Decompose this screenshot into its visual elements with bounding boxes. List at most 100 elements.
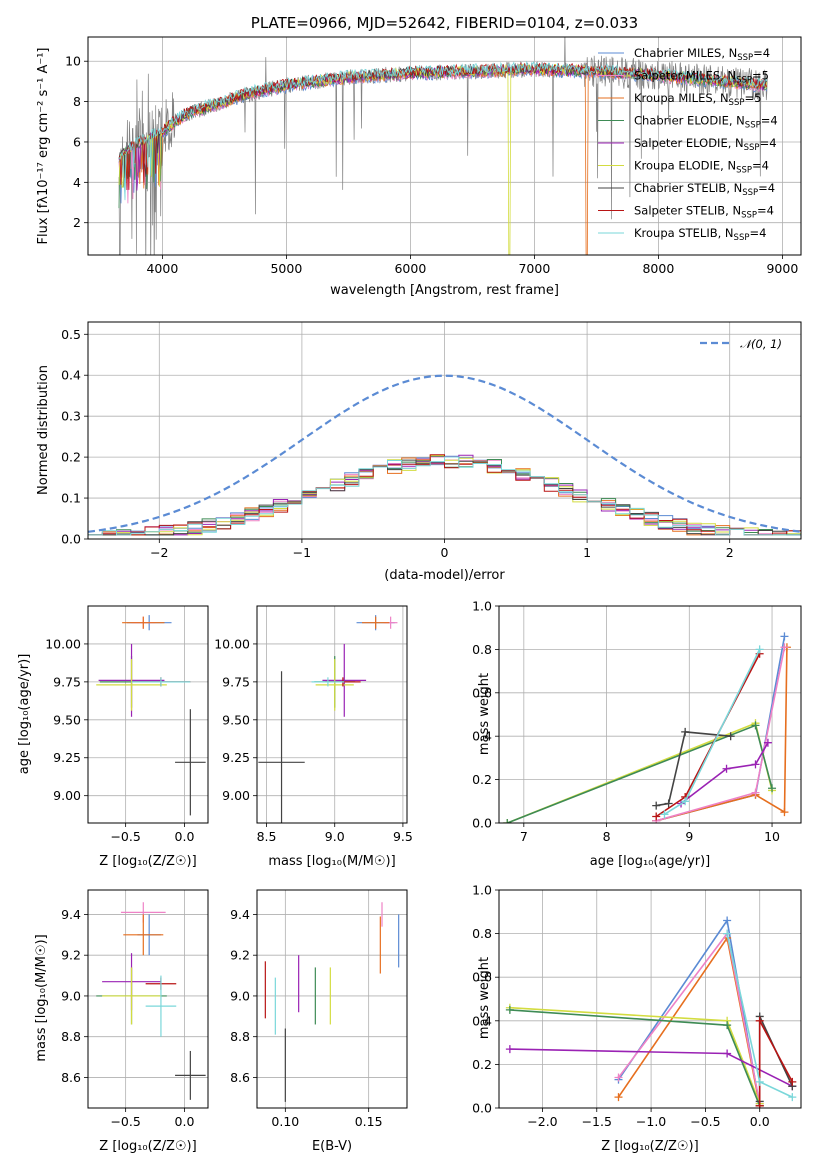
residuals-xtick-label: −1 <box>293 545 311 560</box>
mass-vs-Z-ytick-label: 8.8 <box>61 1029 81 1044</box>
series-marker <box>660 810 669 819</box>
point-kroupa-miles <box>123 914 164 956</box>
series-marker <box>505 1005 514 1014</box>
spectrum-ytick-label: 6 <box>73 134 81 149</box>
weight-vs-Z-xlabel: Z [log₁₀(Z/Z☉)] <box>601 1139 698 1154</box>
normal-reference-curve <box>88 374 801 533</box>
series-marker <box>755 1016 764 1025</box>
spectrum-xlabel: wavelength [Angstrom, rest frame] <box>330 283 559 298</box>
residuals-plot-area <box>88 374 801 536</box>
age-vs-Z-xlabel: Z [log₁₀(Z/Z☉)] <box>99 854 196 869</box>
residuals-ytick-label: 0.2 <box>61 450 81 465</box>
weight-vs-Z-frame <box>498 889 802 1109</box>
age-vs-mass-plot-area <box>258 615 398 823</box>
legend-entry: 𝒩(0, 1) <box>740 337 782 351</box>
age-vs-mass-frame <box>256 605 408 824</box>
hist-kroupa-stelib <box>88 456 801 536</box>
residuals-xtick-label: 2 <box>726 545 734 560</box>
spectrum-xtick-label: 9000 <box>766 261 798 276</box>
age-vs-Z-ytick-label: 10.00 <box>45 636 81 651</box>
series-salpeter-elodie <box>680 742 769 805</box>
spectrum-grid <box>88 37 801 255</box>
series-marker <box>780 643 789 652</box>
mass-vs-Z-xtick-label: 0.0 <box>175 1114 195 1129</box>
series-chabrier-elodie <box>507 724 773 823</box>
spectrum-plot-area <box>118 37 768 255</box>
series-marker <box>763 738 772 747</box>
mass-vs-Z-ylabel: mass [log₁₀(M/M☉)] <box>34 934 49 1061</box>
series-marker <box>780 808 789 817</box>
series-marker <box>780 632 789 641</box>
weight-vs-age-ytick-label: 0.6 <box>472 685 492 700</box>
series-marker <box>751 721 760 730</box>
weight-vs-Z-xtick-label: 0.0 <box>750 1114 770 1129</box>
series-marker <box>788 1093 797 1102</box>
series-marker <box>723 916 732 925</box>
legend-entry: Chabrier STELIB, NSSP=4 <box>634 181 775 198</box>
weight-vs-age-xtick-label: 9 <box>685 829 693 844</box>
residuals-ytick-label: 0.0 <box>61 532 81 547</box>
mass-vs-Z-xtick-label: −0.5 <box>110 1114 140 1129</box>
age-vs-Z-xtick-label: −0.5 <box>110 829 140 844</box>
mass-vs-ebv-ytick-label: 9.2 <box>230 948 250 963</box>
spectrum-xtick-label: 5000 <box>270 261 302 276</box>
series-marker <box>768 784 777 793</box>
legend-entry: Kroupa MILES, NSSP=5 <box>634 91 761 108</box>
spectrum-xtick-label: 8000 <box>642 261 674 276</box>
mass-vs-ebv-ytick-label: 8.8 <box>230 1029 250 1044</box>
series-marker <box>723 1021 732 1030</box>
series-kroupa-stelib <box>664 649 761 815</box>
residuals-ytick-label: 0.5 <box>61 327 81 342</box>
series-marker <box>726 732 735 741</box>
mass-vs-ebv-grid <box>257 890 407 1108</box>
series-marker <box>652 812 661 821</box>
weight-vs-age-xlabel: age [log₁₀(age/yr)] <box>590 854 711 869</box>
legend-entry: Salpeter STELIB, NSSP=4 <box>634 204 774 221</box>
mass-vs-Z-frame <box>87 889 209 1109</box>
residuals-axes: −2 −1 0 1 2 0.0 0.1 0.2 0.3 0.4 0.5 𝒩(0, 1) <box>61 321 802 560</box>
point-kroupa-miles <box>122 616 165 629</box>
series-marker <box>722 764 731 773</box>
mass-vs-ebv-xtick-label: 0.10 <box>271 1114 299 1129</box>
age-vs-mass-ytick-label: 9.75 <box>222 674 250 689</box>
series-marker <box>664 799 673 808</box>
series-marker <box>505 1045 514 1054</box>
spectrum-ytick-label: 4 <box>73 175 81 190</box>
mass-vs-ebv-axes: 0.10 0.15 8.6 8.8 9.0 9.2 9.4 <box>230 889 408 1129</box>
legend-entry: Salpeter ELODIE, NSSP=4 <box>634 136 777 153</box>
weight-vs-Z-xtick-label: −0.5 <box>690 1114 720 1129</box>
spectrum-ytick-label: 10 <box>65 54 81 69</box>
residuals-xtick-label: 1 <box>583 545 591 560</box>
spectrum-ytick-label: 8 <box>73 94 81 109</box>
spectrum-ylabel: Flux [fλ10⁻¹⁷ erg cm⁻² s⁻¹ A⁻¹] <box>36 48 51 245</box>
point-kroupa-elodie <box>96 659 167 711</box>
spectrum-axes: 4000 5000 6000 7000 8000 9000 2 4 6 8 10 Chabrier M… <box>65 36 802 276</box>
weight-vs-age-frame <box>498 605 802 824</box>
point-kroupa-miles <box>362 616 390 629</box>
residuals-grid <box>88 322 801 540</box>
weight-vs-age-axes: 7 8 9 10 0.0 0.2 0.4 0.6 0.8 1.0 <box>472 599 802 844</box>
weight-vs-age-ytick-label: 0.0 <box>472 816 492 831</box>
residuals-ytick-label: 0.3 <box>61 409 81 424</box>
model-spectrum-kroupa-stelib <box>118 60 768 201</box>
legend-entry: Kroupa STELIB, NSSP=4 <box>634 226 766 243</box>
weight-vs-age-ytick-label: 0.4 <box>472 729 492 744</box>
spectrum-xtick-label: 7000 <box>518 261 550 276</box>
weight-vs-Z-ytick-label: 0.0 <box>472 1101 492 1116</box>
spectrum-frame <box>87 36 802 256</box>
weight-vs-Z-xtick-label: −2.0 <box>527 1114 557 1129</box>
residuals-frame <box>87 321 802 540</box>
weight-vs-Z-plot-area <box>505 916 797 1108</box>
mass-vs-ebv-xlabel: E(B-V) <box>312 1139 352 1154</box>
age-vs-Z-ylabel: age [log₁₀(age/yr)] <box>17 654 32 775</box>
model-spectrum-chabrier-stelib <box>118 61 768 178</box>
weight-vs-Z-grid <box>499 889 801 1109</box>
age-vs-mass-ytick-label: 9.25 <box>222 750 250 765</box>
weight-vs-age-xtick-label: 10 <box>764 829 780 844</box>
residuals-ytick-label: 0.1 <box>61 491 81 506</box>
series-marker <box>614 1073 623 1082</box>
legend-entry: Chabrier MILES, NSSP=4 <box>634 46 770 63</box>
series-marker <box>755 1077 764 1086</box>
weight-vs-age-ytick-label: 0.8 <box>472 642 492 657</box>
